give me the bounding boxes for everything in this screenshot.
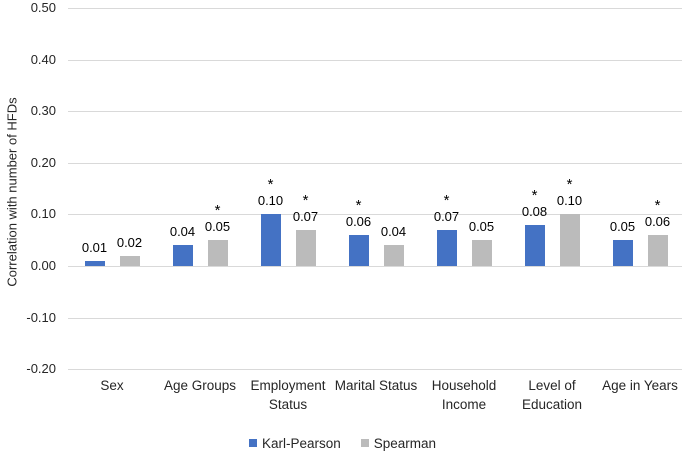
- gridline: [68, 59, 682, 61]
- significance-marker: *: [654, 197, 661, 215]
- value-label: 0.05: [609, 219, 636, 235]
- bar-spearman-age-groups: [207, 240, 228, 266]
- value-label: 0.07: [292, 208, 319, 224]
- x-category-label: Employment Status: [250, 378, 326, 412]
- legend: Karl-Pearson Spearman: [0, 434, 685, 452]
- gridline: [68, 266, 682, 267]
- y-tick-label: 0.40: [30, 51, 56, 67]
- value-label: 0.08: [521, 203, 548, 219]
- bar-karl-pearson-age-groups: [172, 245, 193, 266]
- value-label: 0.06: [644, 214, 671, 230]
- value-label: 0.04: [380, 224, 407, 240]
- value-label: 0.01: [81, 239, 108, 255]
- legend-swatch-karl-pearson: [248, 439, 257, 447]
- significance-marker: *: [443, 191, 450, 209]
- bar-spearman-level-of-education: [559, 214, 580, 266]
- gridline: [68, 8, 682, 10]
- legend-item-spearman: Spearman: [360, 435, 437, 451]
- bar-karl-pearson-level-of-education: [524, 224, 545, 266]
- gridline: [68, 369, 682, 371]
- significance-marker: *: [566, 176, 573, 194]
- significance-marker: *: [531, 186, 538, 204]
- x-category-label: Household Income: [431, 378, 497, 412]
- x-category-label: Marital Status: [334, 378, 418, 393]
- legend-label: Spearman: [373, 435, 437, 451]
- bar-spearman-sex: [119, 255, 140, 266]
- value-label: 0.06: [345, 214, 372, 230]
- y-tick-label: 0.10: [30, 206, 56, 222]
- value-label: 0.05: [468, 219, 495, 235]
- y-tick-label: 0.50: [30, 0, 56, 16]
- bar-karl-pearson-household-income: [436, 229, 457, 266]
- bar-karl-pearson-sex: [84, 260, 105, 266]
- bar-karl-pearson-marital-status: [348, 235, 369, 266]
- y-tick-label: 0.20: [30, 154, 56, 170]
- value-label: 0.04: [169, 224, 196, 240]
- bar-karl-pearson-employment-status: [260, 214, 281, 266]
- legend-swatch-spearman: [360, 439, 369, 447]
- x-category-label: Level of Education: [521, 378, 583, 412]
- gridline: [68, 111, 682, 113]
- y-tick-label: 0.30: [30, 103, 56, 119]
- value-label: 0.10: [556, 193, 583, 209]
- x-category-label: Age in Years: [602, 378, 678, 393]
- gridline: [68, 162, 682, 164]
- significance-marker: *: [267, 176, 274, 194]
- y-tick-label: -0.20: [26, 361, 56, 377]
- value-label: 0.07: [433, 208, 460, 224]
- value-label: 0.10: [257, 193, 284, 209]
- legend-label: Karl-Pearson: [261, 435, 341, 451]
- value-label: 0.02: [116, 234, 143, 250]
- significance-marker: *: [214, 202, 221, 220]
- bar-karl-pearson-age-in-years: [612, 240, 633, 266]
- bar-spearman-age-in-years: [647, 235, 668, 266]
- bar-spearman-household-income: [471, 240, 492, 266]
- significance-marker: *: [355, 197, 362, 215]
- gridline: [68, 317, 682, 319]
- gridline: [68, 214, 682, 216]
- bar-spearman-marital-status: [383, 245, 404, 266]
- significance-marker: *: [302, 191, 309, 209]
- x-category-label: Age Groups: [163, 378, 237, 393]
- value-label: 0.05: [204, 219, 231, 235]
- y-tick-label: -0.10: [26, 309, 56, 325]
- legend-item-karl-pearson: Karl-Pearson: [248, 435, 341, 451]
- bar-spearman-employment-status: [295, 229, 316, 266]
- x-category-label: Sex: [100, 378, 124, 393]
- y-tick-label: 0.00: [30, 258, 56, 273]
